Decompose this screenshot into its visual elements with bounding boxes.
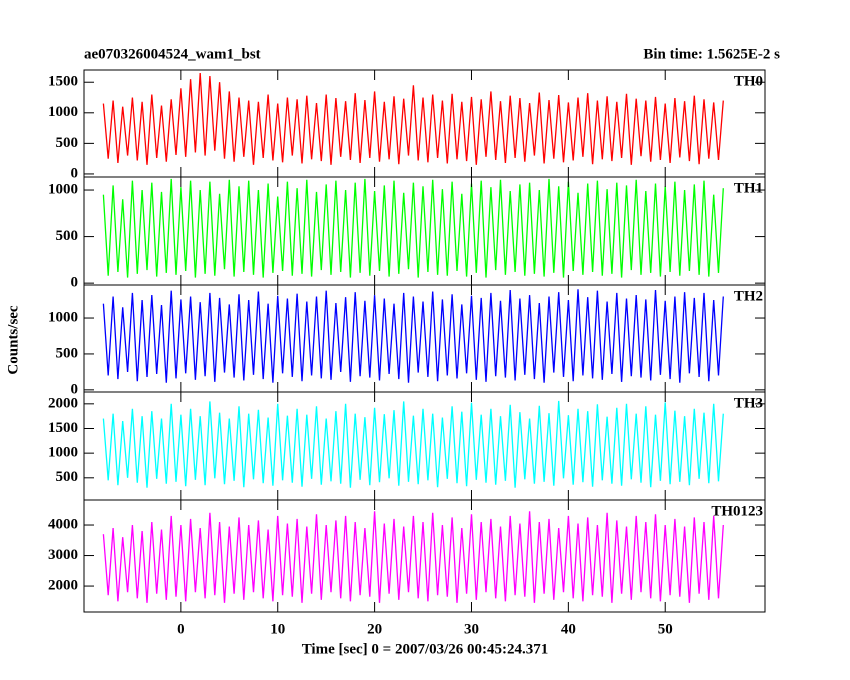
y-tick-label: 1000 [48,181,78,197]
y-tick-label: 500 [56,135,79,151]
y-tick-label: 500 [56,345,79,361]
y-tick-label: 1500 [48,74,78,90]
x-tick-label: 50 [658,621,673,637]
x-axis-label: Time [sec] 0 = 2007/03/26 00:45:24.371 [302,641,549,657]
y-tick-label: 0 [71,275,79,291]
y-tick-label: 2000 [48,577,78,593]
y-tick-label: 1000 [48,104,78,120]
panel-label: TH1 [734,180,763,196]
y-tick-label: 500 [56,228,79,244]
y-tick-label: 3000 [48,547,78,563]
x-tick-label: 30 [464,621,479,637]
y-tick-label: 4000 [48,516,78,532]
light-curve [102,289,724,383]
panel-label: TH2 [734,288,763,304]
light-curve [102,400,724,488]
x-tick-label: 10 [270,621,285,637]
x-tick-label: 20 [367,621,382,637]
y-tick-label: 0 [71,381,79,397]
y-tick-label: 500 [56,469,79,485]
light-curve [102,73,724,165]
y-tick-label: 1000 [48,445,78,461]
y-axis-label: Counts/sec [5,305,21,375]
panel-label: TH0123 [711,503,763,519]
chart-title: ae070326004524_wam1_bst [84,46,261,62]
y-tick-label: 2000 [48,395,78,411]
chart-subtitle: Bin time: 1.5625E-2 s [643,46,780,62]
x-tick-label: 40 [561,621,576,637]
y-tick-label: 1000 [48,309,78,325]
panel-label: TH0 [734,73,763,89]
light-curve [102,178,724,278]
light-curve [102,511,724,603]
y-tick-label: 0 [71,165,79,181]
panel-label: TH3 [734,395,763,411]
x-tick-label: 0 [177,621,185,637]
y-tick-label: 1500 [48,420,78,436]
